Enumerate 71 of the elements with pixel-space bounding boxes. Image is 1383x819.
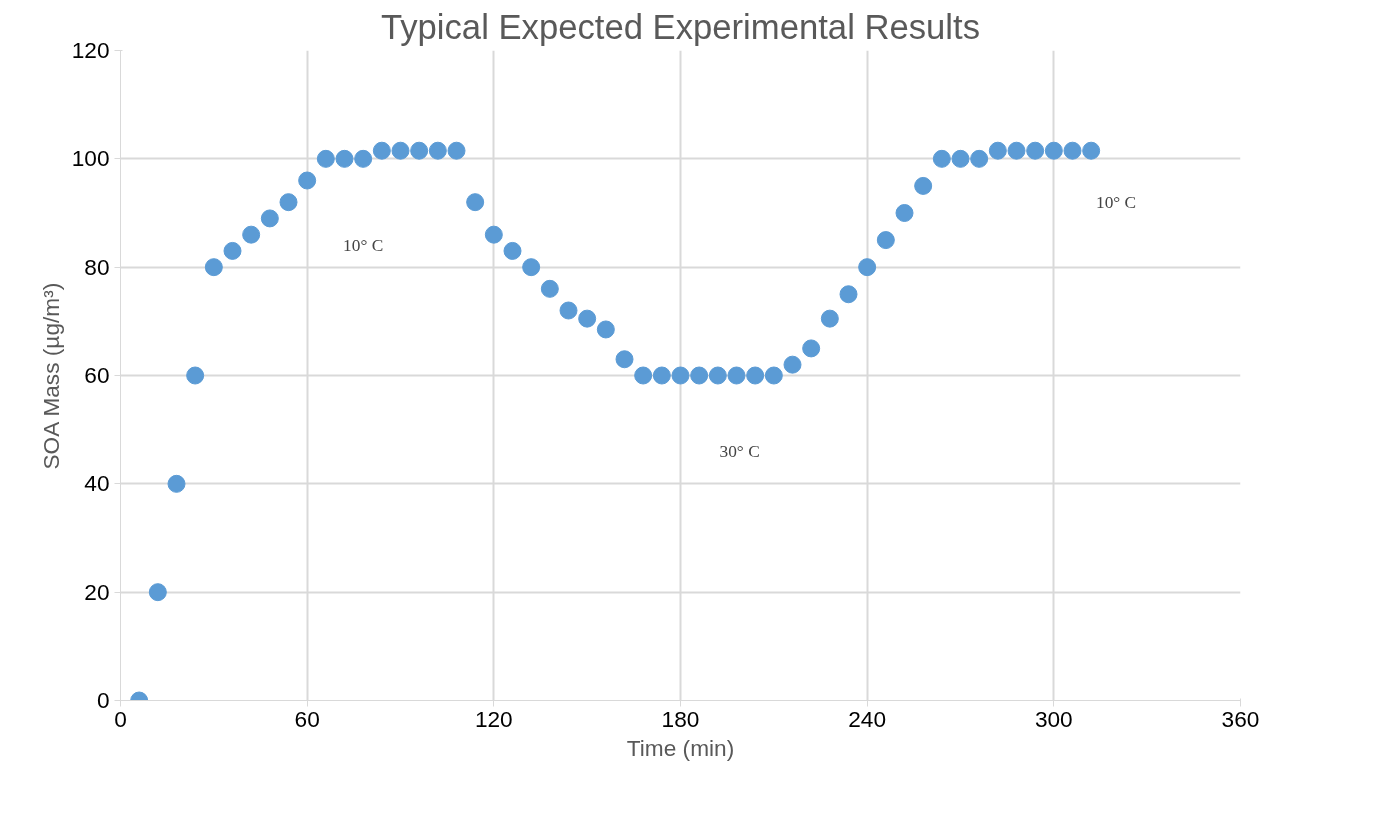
y-axis-title: SOA Mass (µg/m³) <box>37 282 64 470</box>
point <box>410 141 429 160</box>
point <box>540 279 559 298</box>
annotation: 30° C <box>719 441 760 461</box>
y-tick-label: 100 <box>71 145 110 172</box>
point <box>298 171 317 190</box>
point <box>970 149 989 168</box>
x-tick-label: 60 <box>294 705 320 732</box>
y-tick-label: 20 <box>84 578 110 605</box>
x-tick-label: 120 <box>474 705 513 732</box>
point <box>671 366 690 385</box>
point <box>1007 141 1026 160</box>
point <box>578 309 597 328</box>
y-tick-label: 80 <box>84 253 110 280</box>
point <box>260 209 279 228</box>
point <box>354 149 373 168</box>
x-tick-label: 360 <box>1221 705 1260 732</box>
point <box>802 339 821 358</box>
point <box>820 309 839 328</box>
point <box>1026 141 1045 160</box>
point <box>1063 141 1082 160</box>
point <box>484 225 503 244</box>
point <box>223 241 242 260</box>
point <box>914 176 933 195</box>
point <box>186 366 205 385</box>
annotation: 10° C <box>1095 192 1137 212</box>
y-tick-label: 40 <box>84 470 110 497</box>
annotation: 10° C <box>343 236 384 255</box>
point <box>1082 141 1101 160</box>
point <box>466 193 485 212</box>
point <box>522 258 541 277</box>
point <box>428 141 447 160</box>
point <box>615 350 634 369</box>
point <box>690 366 709 385</box>
point <box>167 474 186 493</box>
point <box>316 149 335 168</box>
x-tick-label: 300 <box>1034 705 1073 732</box>
point <box>242 225 261 244</box>
point <box>746 366 765 385</box>
point <box>447 141 466 160</box>
point <box>895 204 914 222</box>
point <box>634 366 653 385</box>
point <box>839 285 858 304</box>
point <box>335 149 354 168</box>
y-tick-label: 60 <box>84 362 110 388</box>
point <box>764 366 783 385</box>
point <box>391 141 410 160</box>
point <box>204 258 223 277</box>
point <box>652 366 671 385</box>
point <box>503 241 522 260</box>
y-tick-label: 120 <box>71 37 110 63</box>
point <box>951 149 970 168</box>
x-tick-label: 240 <box>848 705 887 732</box>
point <box>876 231 895 250</box>
point <box>858 258 877 277</box>
chart-title: Typical Expected Experimental Results <box>380 7 981 46</box>
point <box>559 301 578 320</box>
point <box>783 355 802 374</box>
x-tick-label: 0 <box>114 705 127 732</box>
x-axis-title: Time (min) <box>626 734 735 761</box>
point <box>596 320 615 339</box>
y-tick-label: 0 <box>96 687 110 713</box>
point <box>988 141 1007 160</box>
point <box>727 366 746 385</box>
x-tick-label: 180 <box>661 705 700 732</box>
point <box>708 366 727 385</box>
point <box>372 141 391 160</box>
point <box>1044 141 1063 160</box>
point <box>932 149 951 168</box>
point <box>279 193 298 212</box>
point <box>148 583 167 602</box>
